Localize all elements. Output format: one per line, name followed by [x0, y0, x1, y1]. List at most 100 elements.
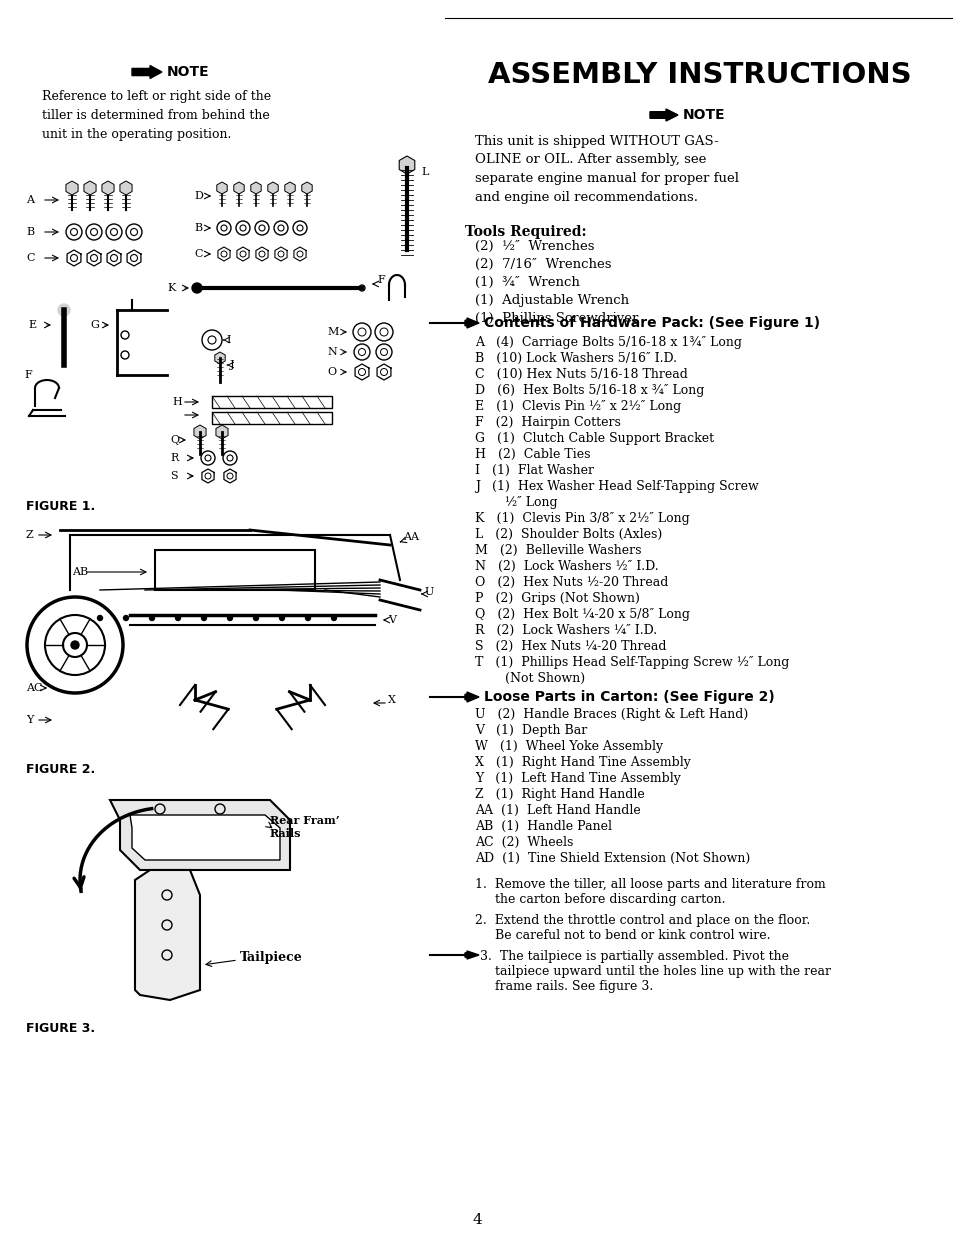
Polygon shape — [398, 156, 415, 174]
Text: AB  (1)  Handle Panel: AB (1) Handle Panel — [475, 820, 612, 834]
FancyArrow shape — [464, 318, 478, 328]
Text: M   (2)  Belleville Washers: M (2) Belleville Washers — [475, 545, 640, 557]
Text: K   (1)  Clevis Pin 3/8″ x 2½″ Long: K (1) Clevis Pin 3/8″ x 2½″ Long — [475, 512, 689, 525]
Text: H   (2)  Cable Ties: H (2) Cable Ties — [475, 449, 590, 461]
Text: Q   (2)  Hex Bolt ¼-20 x 5/8″ Long: Q (2) Hex Bolt ¼-20 x 5/8″ Long — [475, 608, 689, 621]
Polygon shape — [215, 425, 228, 439]
Circle shape — [58, 304, 70, 316]
Text: B   (10) Lock Washers 5/16″ I.D.: B (10) Lock Washers 5/16″ I.D. — [475, 353, 677, 365]
Polygon shape — [120, 181, 132, 196]
Text: the carton before discarding carton.: the carton before discarding carton. — [495, 893, 724, 906]
Text: F   (2)  Hairpin Cotters: F (2) Hairpin Cotters — [475, 416, 620, 429]
Text: V: V — [388, 616, 395, 625]
Text: AB: AB — [71, 567, 88, 577]
Text: (2)  7/16″  Wrenches: (2) 7/16″ Wrenches — [475, 258, 611, 270]
Circle shape — [97, 616, 102, 621]
Circle shape — [175, 616, 180, 621]
Polygon shape — [130, 815, 280, 860]
Text: Z   (1)  Right Hand Handle: Z (1) Right Hand Handle — [475, 787, 644, 801]
Text: R   (2)  Lock Washers ¼″ I.D.: R (2) Lock Washers ¼″ I.D. — [475, 624, 657, 637]
Text: R: R — [170, 454, 178, 464]
Text: S   (2)  Hex Nuts ¼-20 Thread: S (2) Hex Nuts ¼-20 Thread — [475, 640, 666, 653]
Text: C   (10) Hex Nuts 5/16-18 Thread: C (10) Hex Nuts 5/16-18 Thread — [475, 368, 687, 381]
Bar — [212, 396, 332, 407]
Text: 4: 4 — [472, 1214, 481, 1227]
Text: A: A — [26, 196, 34, 206]
Text: K: K — [167, 283, 175, 293]
FancyArrow shape — [464, 951, 478, 959]
Text: P   (2)  Grips (Not Shown): P (2) Grips (Not Shown) — [475, 592, 639, 606]
Text: J   (1)  Hex Washer Head Self-Tapping Screw: J (1) Hex Washer Head Self-Tapping Screw — [475, 480, 758, 493]
Circle shape — [201, 616, 206, 621]
Text: (2)  ½″  Wrenches: (2) ½″ Wrenches — [475, 240, 594, 253]
Text: H: H — [172, 397, 182, 407]
Polygon shape — [193, 425, 206, 439]
Text: I   (1)  Flat Washer: I (1) Flat Washer — [475, 464, 594, 477]
Circle shape — [253, 616, 258, 621]
Text: A   (4)  Carriage Bolts 5/16-18 x 1¾″ Long: A (4) Carriage Bolts 5/16-18 x 1¾″ Long — [475, 336, 741, 349]
Text: (1)  Phillips Screwdriver: (1) Phillips Screwdriver — [475, 312, 638, 325]
Text: Tailpiece: Tailpiece — [240, 952, 302, 964]
Text: tailpiece upward until the holes line up with the rear: tailpiece upward until the holes line up… — [495, 964, 830, 978]
Text: N: N — [327, 346, 336, 358]
Text: (1)  Adjustable Wrench: (1) Adjustable Wrench — [475, 294, 628, 307]
Polygon shape — [110, 800, 290, 870]
Text: M: M — [327, 326, 338, 336]
Text: X   (1)  Right Hand Tine Assembly: X (1) Right Hand Tine Assembly — [475, 756, 690, 769]
Text: NOTE: NOTE — [682, 108, 725, 122]
Polygon shape — [84, 181, 96, 196]
Text: L   (2)  Shoulder Bolts (Axles): L (2) Shoulder Bolts (Axles) — [475, 528, 661, 541]
Text: F: F — [24, 370, 31, 380]
Polygon shape — [285, 182, 294, 194]
Text: AA  (1)  Left Hand Handle: AA (1) Left Hand Handle — [475, 804, 640, 817]
Text: I: I — [226, 335, 231, 345]
Text: B: B — [193, 223, 202, 233]
Bar — [154, 549, 314, 591]
Text: Q: Q — [170, 435, 179, 445]
Text: S: S — [170, 471, 177, 481]
Text: C: C — [26, 253, 34, 263]
FancyArrow shape — [464, 692, 478, 701]
Circle shape — [123, 616, 129, 621]
FancyArrow shape — [132, 66, 162, 78]
Text: Reference to left or right side of the
tiller is determined from behind the
unit: Reference to left or right side of the t… — [42, 90, 271, 141]
Text: This unit is shipped WITHOUT GAS-
OLINE or OIL. After assembly, see
separate eng: This unit is shipped WITHOUT GAS- OLINE … — [475, 135, 739, 203]
Text: X: X — [388, 695, 395, 705]
Text: T   (1)  Phillips Head Self-Tapping Screw ½″ Long: T (1) Phillips Head Self-Tapping Screw ½… — [475, 655, 788, 669]
Text: FIGURE 1.: FIGURE 1. — [26, 500, 95, 513]
Polygon shape — [214, 353, 225, 364]
Text: 2.  Extend the throttle control and place on the floor.: 2. Extend the throttle control and place… — [475, 915, 809, 927]
Text: Rear Fram’
Rails: Rear Fram’ Rails — [270, 815, 339, 839]
Text: frame rails. See figure 3.: frame rails. See figure 3. — [495, 981, 653, 993]
Text: (1)  ¾″  Wrench: (1) ¾″ Wrench — [475, 277, 579, 289]
Text: Z: Z — [26, 530, 33, 540]
Polygon shape — [66, 181, 78, 196]
Text: B: B — [26, 227, 34, 237]
Text: Loose Parts in Carton: (See Figure 2): Loose Parts in Carton: (See Figure 2) — [483, 690, 774, 704]
Polygon shape — [301, 182, 312, 194]
Text: NOTE: NOTE — [167, 65, 210, 78]
Bar — [212, 412, 332, 424]
Circle shape — [71, 640, 79, 649]
Text: U: U — [424, 587, 434, 597]
Text: AD  (1)  Tine Shield Extension (Not Shown): AD (1) Tine Shield Extension (Not Shown) — [475, 852, 749, 865]
Circle shape — [150, 616, 154, 621]
Circle shape — [305, 616, 310, 621]
FancyArrow shape — [649, 108, 678, 121]
Circle shape — [227, 616, 233, 621]
Text: FIGURE 3.: FIGURE 3. — [26, 1022, 95, 1035]
Text: N   (2)  Lock Washers ½″ I.D.: N (2) Lock Washers ½″ I.D. — [475, 559, 658, 573]
Polygon shape — [251, 182, 261, 194]
Text: U   (2)  Handle Braces (Right & Left Hand): U (2) Handle Braces (Right & Left Hand) — [475, 708, 747, 721]
Text: V   (1)  Depth Bar: V (1) Depth Bar — [475, 724, 587, 736]
Text: D   (6)  Hex Bolts 5/16-18 x ¾″ Long: D (6) Hex Bolts 5/16-18 x ¾″ Long — [475, 384, 703, 397]
Text: AC: AC — [26, 683, 43, 693]
Text: ½″ Long: ½″ Long — [504, 496, 558, 510]
Text: W   (1)  Wheel Yoke Assembly: W (1) Wheel Yoke Assembly — [475, 740, 662, 753]
Text: E   (1)  Clevis Pin ½″ x 2½″ Long: E (1) Clevis Pin ½″ x 2½″ Long — [475, 400, 680, 412]
Text: Y   (1)  Left Hand Tine Assembly: Y (1) Left Hand Tine Assembly — [475, 773, 680, 785]
Text: 1.  Remove the tiller, all loose parts and literature from: 1. Remove the tiller, all loose parts an… — [475, 878, 825, 891]
Polygon shape — [135, 870, 200, 1001]
Text: O   (2)  Hex Nuts ½-20 Thread: O (2) Hex Nuts ½-20 Thread — [475, 576, 668, 589]
Text: 3.  The tailpiece is partially assembled. Pivot the: 3. The tailpiece is partially assembled.… — [479, 949, 788, 963]
